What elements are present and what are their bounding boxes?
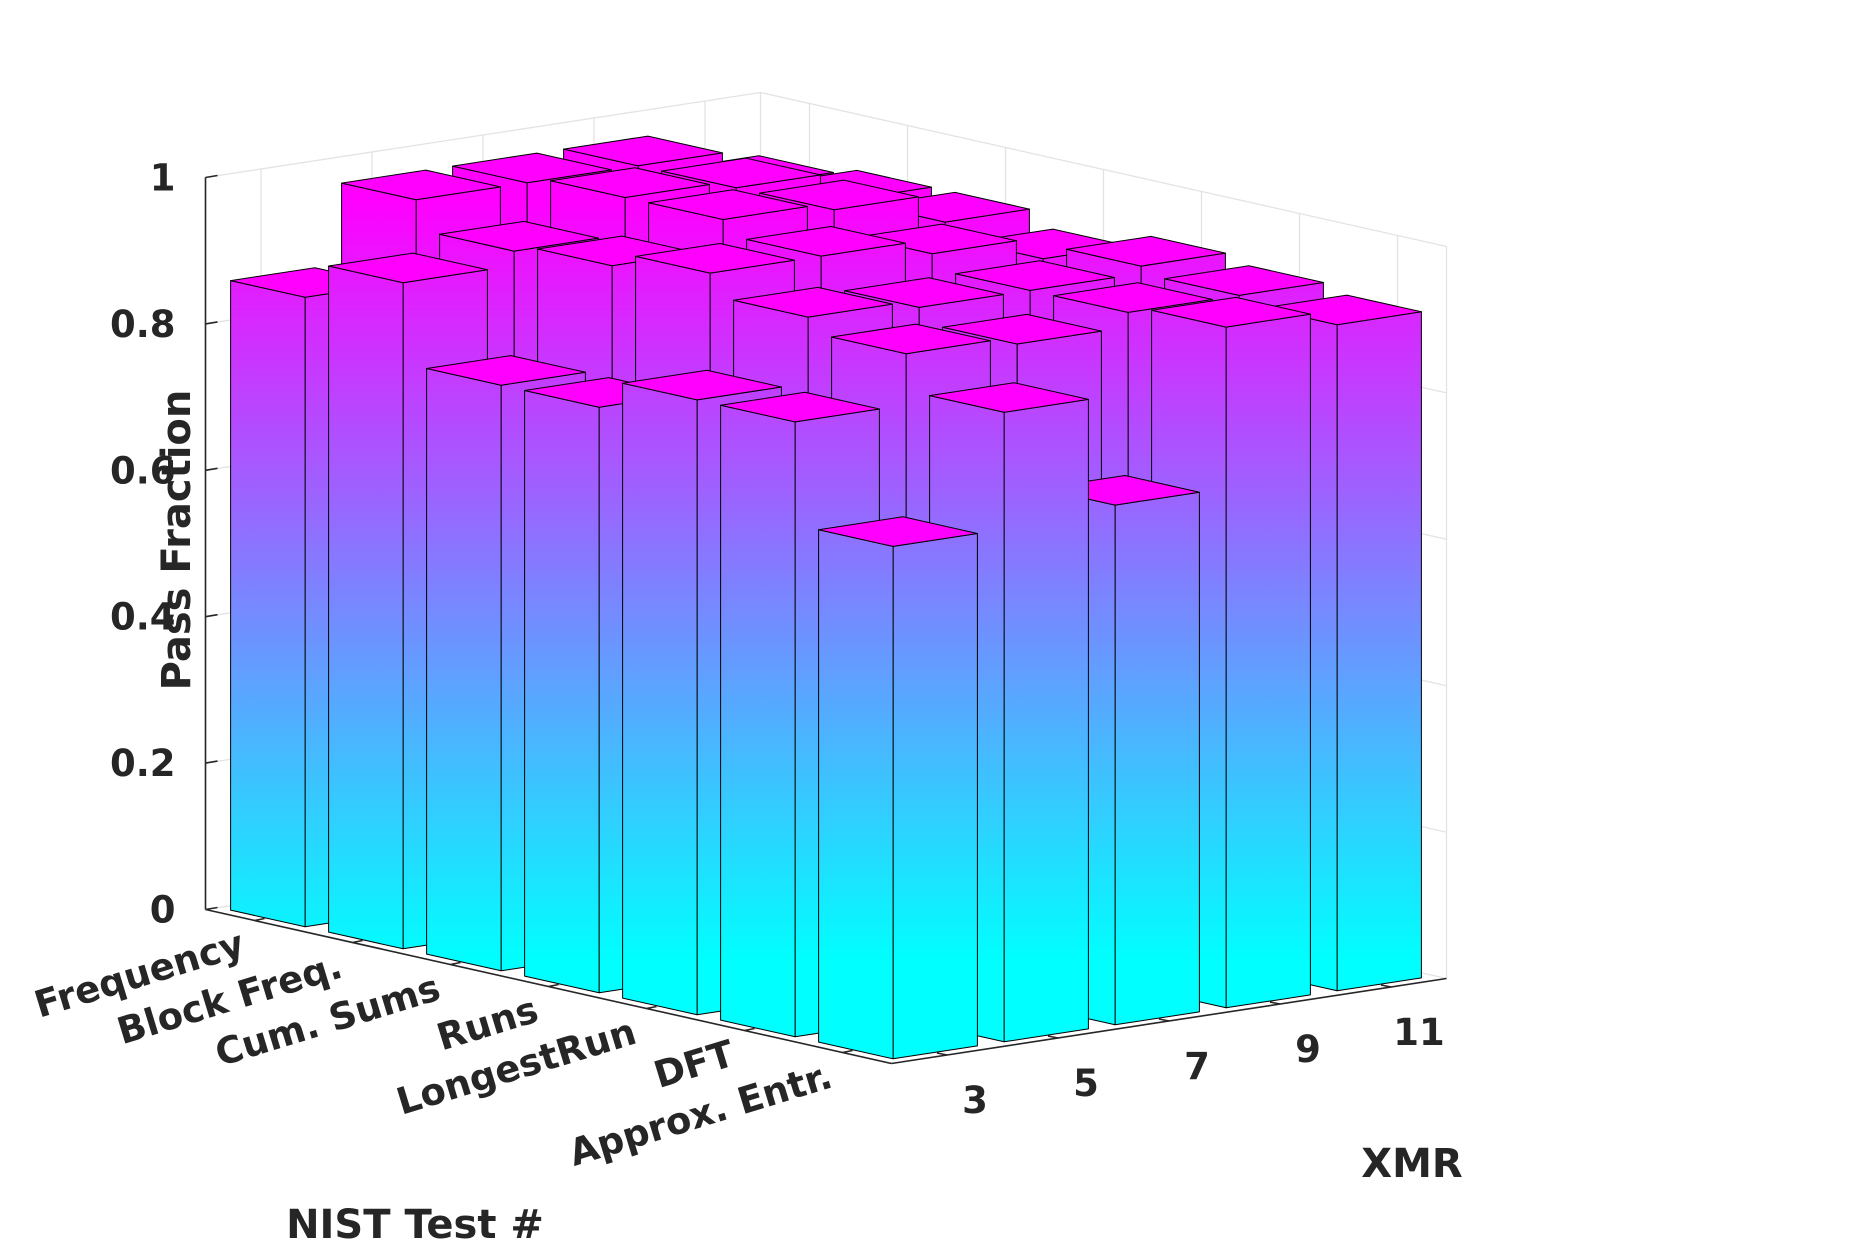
z-tick-label: 0.4	[110, 596, 176, 639]
bar-top-face	[648, 189, 808, 220]
bar-top-face	[733, 286, 893, 318]
x-tick-mark	[1380, 984, 1392, 988]
bar-front-face	[1114, 491, 1200, 1026]
y-tick-mark	[744, 1027, 755, 1032]
z-tick-mark	[205, 906, 218, 911]
bar-top-face	[720, 391, 880, 423]
x-tick-label: 3	[962, 1079, 988, 1122]
bar-top-face	[341, 169, 501, 201]
bar-front-face	[1225, 313, 1311, 1009]
bar-side-face	[524, 390, 600, 994]
bar-top-face	[746, 226, 906, 257]
z-tick-label: 0.8	[110, 303, 176, 346]
bar-top-face	[426, 355, 586, 386]
x-tick-mark	[1047, 1035, 1059, 1039]
y-axis-title: NIST Test #	[286, 1202, 544, 1246]
z-tick-mark	[205, 174, 218, 179]
bar-side-face	[328, 265, 404, 950]
x-tick-label: 11	[1393, 1011, 1445, 1054]
bar-top-face	[1053, 282, 1213, 313]
bar-top-face	[550, 167, 710, 198]
x-tick-mark	[1269, 1001, 1281, 1005]
x-tick-mark	[1158, 1018, 1170, 1022]
y-tick-mark	[646, 1005, 657, 1010]
z-tick-label: 0.6	[110, 449, 176, 492]
bar-front-face	[892, 533, 978, 1060]
bar-3-7	[818, 516, 978, 1060]
z-tick-mark	[205, 321, 218, 325]
bars	[230, 135, 1422, 1060]
bar-top-face	[844, 277, 1004, 308]
z-axis-title: Pass Fraction	[154, 390, 200, 691]
y-tick-mark	[352, 939, 363, 944]
x-tick-label: 9	[1295, 1028, 1321, 1071]
bar-top-face	[452, 152, 612, 184]
z-tick-mark	[205, 760, 218, 764]
bar-top-face	[439, 220, 599, 252]
bar-top-face	[563, 135, 723, 167]
bar-side-face	[230, 280, 306, 928]
x-tick-mark	[936, 1052, 948, 1056]
y-tick-mark	[450, 961, 461, 966]
y-tick-mark	[548, 983, 559, 988]
bar-front-face	[1336, 311, 1422, 992]
z-tick-label: 0.2	[110, 742, 176, 785]
y-tick-mark	[254, 917, 265, 922]
x-axis-title: XMR	[1361, 1141, 1462, 1187]
z-tick-label: 0	[150, 889, 176, 932]
bar-top-face	[622, 369, 782, 401]
bar-top-face	[661, 157, 821, 189]
bar-top-face	[1164, 265, 1324, 296]
bar-top-face	[1066, 235, 1226, 267]
bar-top-face	[328, 252, 488, 284]
bar-top-face	[955, 260, 1115, 291]
bar-top-face	[831, 323, 991, 355]
bar-front-face	[1003, 398, 1089, 1043]
x-tick-label: 7	[1184, 1045, 1210, 1088]
bar-top-face	[1151, 296, 1311, 328]
bar-side-face	[426, 368, 502, 972]
bar-top-face	[929, 382, 1089, 413]
bar-side-face	[818, 529, 894, 1060]
bar-top-face	[942, 313, 1102, 345]
z-tick-label: 1	[150, 157, 176, 200]
z-tick-mark	[205, 613, 218, 618]
bar-side-face	[622, 382, 698, 1016]
y-tick-mark	[842, 1049, 853, 1054]
bar-top-face	[635, 243, 795, 274]
z-tick-mark	[205, 467, 218, 472]
x-tick-label: 5	[1073, 1062, 1099, 1105]
bar-top-face	[1262, 294, 1422, 326]
bar-top-face	[857, 223, 1017, 255]
bar-top-face	[818, 516, 978, 547]
bar-side-face	[720, 404, 796, 1038]
bar-top-face	[759, 179, 919, 211]
